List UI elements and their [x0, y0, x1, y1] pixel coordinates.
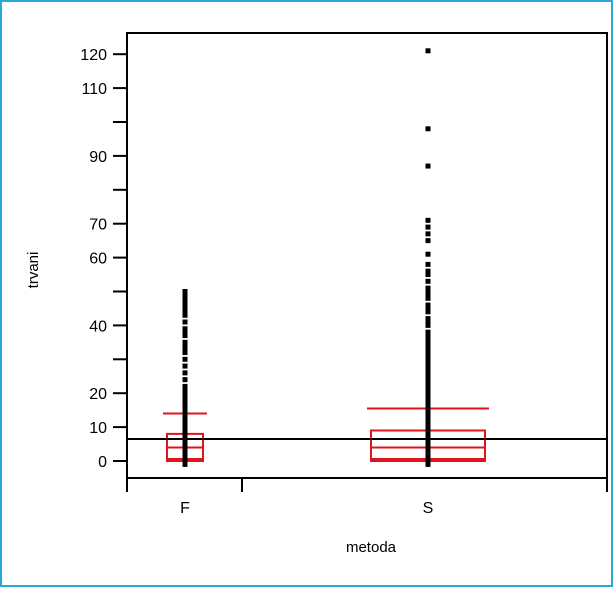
data-point [426, 286, 431, 291]
x-tick-label: S [423, 500, 434, 517]
y-tick-label: 60 [89, 251, 107, 268]
data-point [183, 370, 188, 375]
y-tick-label: 40 [89, 318, 107, 335]
data-point [183, 364, 188, 369]
y-tick-label: 90 [89, 149, 107, 166]
data-point [183, 357, 188, 362]
x-tick-label: F [180, 500, 190, 517]
outlier-points [183, 48, 431, 467]
y-axis: 0 10 20 40 60 70 90 110 120 [80, 47, 127, 471]
data-point [426, 252, 431, 257]
y-axis-title: trvani [25, 252, 42, 289]
data-point [426, 231, 431, 236]
data-point [183, 377, 188, 382]
data-point [426, 330, 431, 335]
y-tick-label: 70 [89, 217, 107, 234]
data-point [426, 126, 431, 131]
data-point [183, 384, 188, 389]
data-point [426, 238, 431, 243]
data-point [426, 262, 431, 267]
data-point [426, 225, 431, 230]
y-tick-label: 0 [98, 454, 107, 471]
data-point [426, 48, 431, 53]
x-axis-title: metoda [346, 539, 397, 556]
data-point [183, 320, 188, 325]
data-point [183, 340, 188, 345]
data-point [426, 164, 431, 169]
y-tick-label: 120 [80, 47, 107, 64]
data-point [426, 269, 431, 274]
data-point [426, 218, 431, 223]
plot-area-border [127, 33, 607, 478]
y-tick-label: 20 [89, 386, 107, 403]
y-tick-label: 10 [89, 420, 107, 437]
y-tick-label: 110 [81, 81, 107, 98]
boxes [163, 408, 489, 461]
data-point [183, 289, 188, 294]
data-point [183, 326, 188, 331]
data-point [426, 303, 431, 308]
data-point [426, 316, 431, 321]
data-point [426, 279, 431, 284]
